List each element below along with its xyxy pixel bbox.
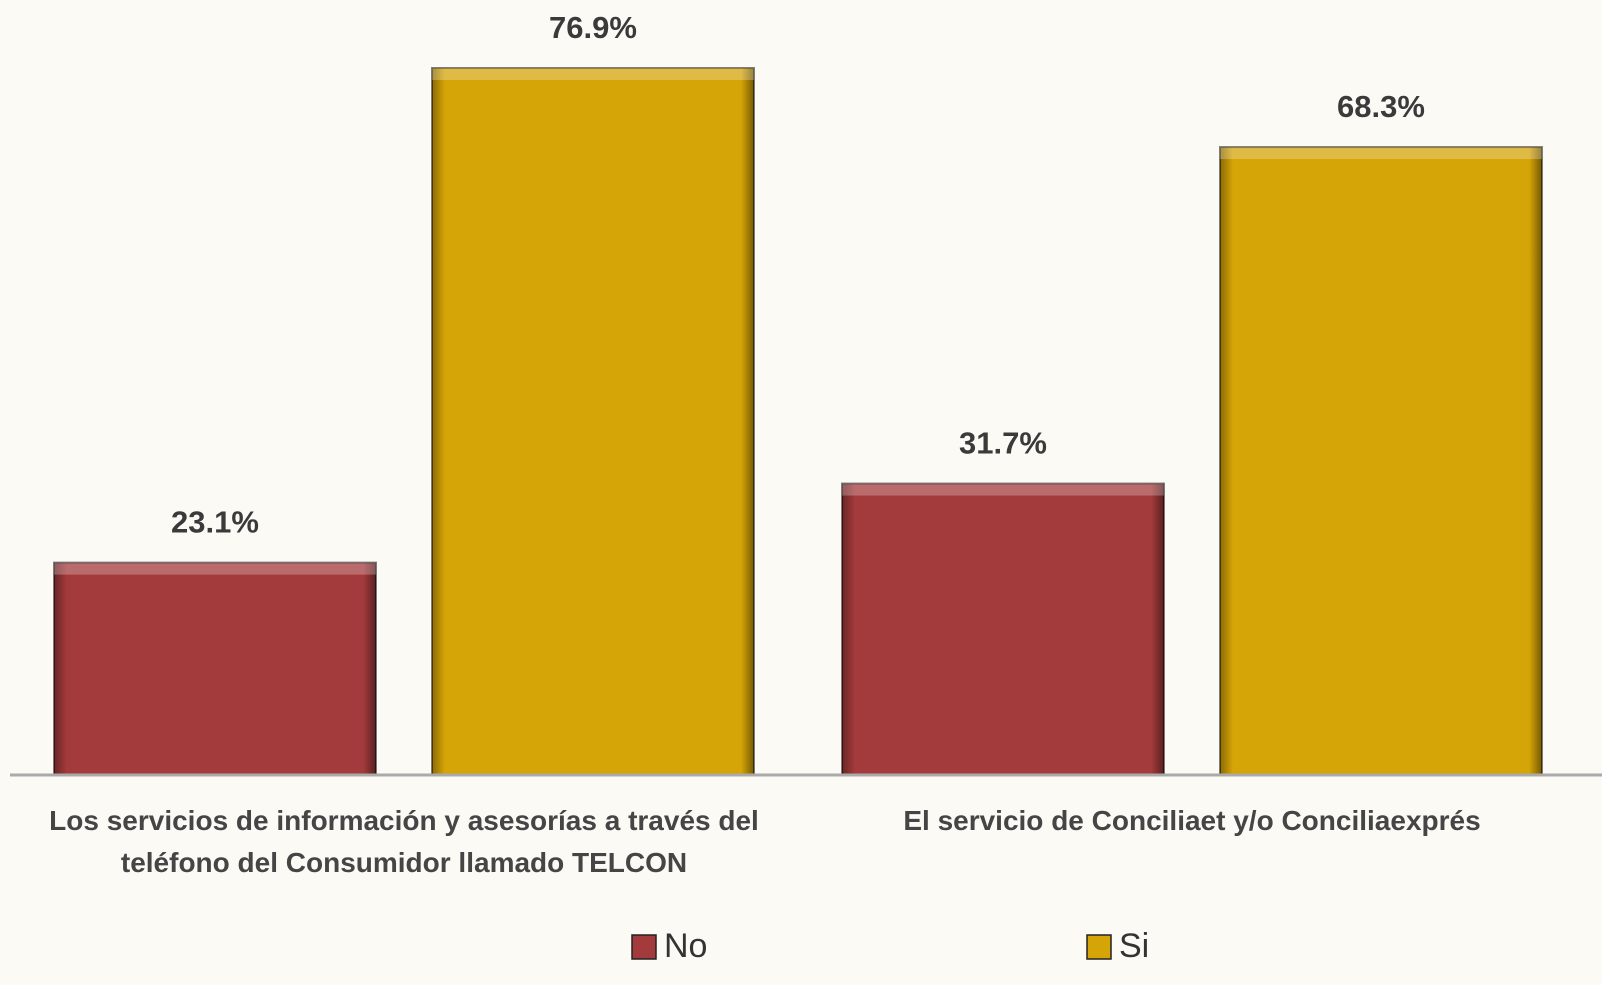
bar-shade [842, 483, 1164, 775]
value-label: 68.3% [1337, 89, 1425, 124]
bar-bevel [54, 562, 376, 575]
legend-swatch [1086, 934, 1112, 960]
bar-shade [1220, 147, 1542, 776]
bar-bevel [1220, 147, 1542, 160]
x-tick-label: Los servicios de información y asesorías… [49, 805, 759, 878]
bar-bevel [842, 483, 1164, 496]
value-label: 23.1% [171, 505, 259, 540]
bar-shade [54, 562, 376, 775]
x-tick-label: El servicio de Conciliaet y/o Conciliaex… [903, 805, 1481, 836]
bar-bevel [432, 68, 754, 80]
legend-swatch [631, 934, 657, 960]
legend-label: No [664, 927, 707, 965]
value-label: 31.7% [959, 426, 1047, 461]
legend-label: Si [1119, 927, 1149, 965]
value-label: 76.9% [549, 10, 637, 45]
bar-shade [432, 68, 754, 775]
